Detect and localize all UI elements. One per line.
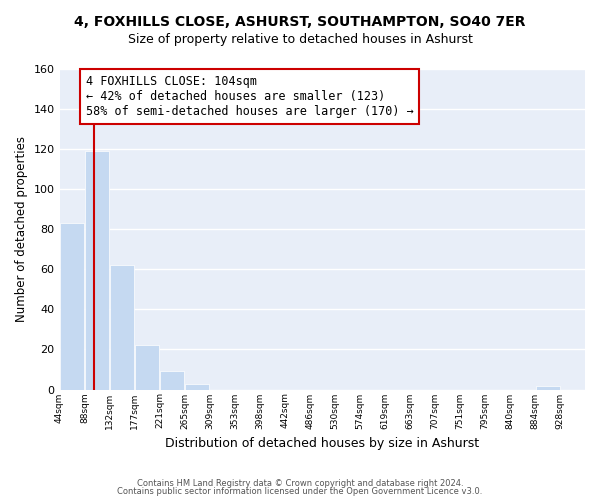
Bar [85,151,109,390]
Y-axis label: Number of detached properties: Number of detached properties [15,136,28,322]
X-axis label: Distribution of detached houses by size in Ashurst: Distribution of detached houses by size … [165,437,479,450]
Text: Contains public sector information licensed under the Open Government Licence v3: Contains public sector information licen… [118,487,482,496]
Bar [60,223,84,390]
Text: 4 FOXHILLS CLOSE: 104sqm
← 42% of detached houses are smaller (123)
58% of semi-: 4 FOXHILLS CLOSE: 104sqm ← 42% of detach… [86,75,413,118]
Text: 4, FOXHILLS CLOSE, ASHURST, SOUTHAMPTON, SO40 7ER: 4, FOXHILLS CLOSE, ASHURST, SOUTHAMPTON,… [74,15,526,29]
Bar [110,266,134,390]
Text: Size of property relative to detached houses in Ashurst: Size of property relative to detached ho… [128,32,472,46]
Bar [135,346,160,390]
Bar [185,384,209,390]
Text: Contains HM Land Registry data © Crown copyright and database right 2024.: Contains HM Land Registry data © Crown c… [137,478,463,488]
Bar [536,386,560,390]
Bar [160,372,184,390]
